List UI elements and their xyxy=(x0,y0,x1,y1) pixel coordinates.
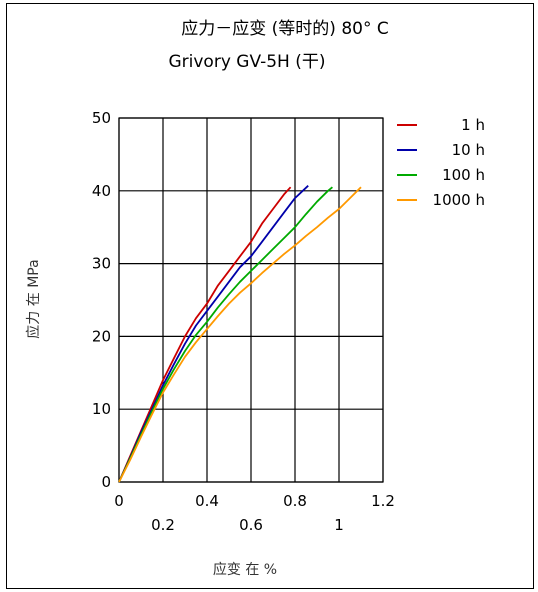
legend-label: 1 h xyxy=(461,116,485,134)
x-tick-label: 0.8 xyxy=(283,492,307,510)
tick-labels: 0 10 20 30 40 50 0 0.4 0.8 1.2 0.2 0.6 1 xyxy=(92,109,395,534)
y-tick-label: 0 xyxy=(101,473,111,491)
series-line xyxy=(118,186,362,483)
series-line xyxy=(118,185,309,483)
series-line xyxy=(118,186,333,483)
y-tick-label: 30 xyxy=(92,255,111,273)
x-tick-label: 1.2 xyxy=(371,492,395,510)
x-tick-label: 0.4 xyxy=(195,492,219,510)
legend-label: 1000 h xyxy=(433,191,485,209)
x-axis-label: 应变 在 % xyxy=(213,561,277,578)
x-tick-label: 0.2 xyxy=(151,516,175,534)
x-tick-label: 0.6 xyxy=(239,516,263,534)
y-tick-label: 40 xyxy=(92,182,111,200)
chart-frame: 应力－应变 (等时的) 80° C Grivory GV-5H (干) 0 10 2… xyxy=(6,3,534,589)
grid xyxy=(118,117,384,483)
x-tick-label: 1 xyxy=(334,516,344,534)
chart-subtitle: Grivory GV-5H (干) xyxy=(168,52,325,72)
y-tick-label: 20 xyxy=(92,327,111,345)
y-axis-label: 应力 在 MPa xyxy=(25,259,42,338)
chart-title: 应力－应变 (等时的) 80° C xyxy=(181,19,388,39)
series-group xyxy=(118,185,362,483)
y-tick-label: 50 xyxy=(92,109,111,127)
x-tick-label: 0 xyxy=(114,492,124,510)
plot-border xyxy=(118,117,384,483)
series-line xyxy=(118,186,292,483)
chart: 应力－应变 (等时的) 80° C Grivory GV-5H (干) 0102… xyxy=(25,19,485,578)
y-tick-label: 10 xyxy=(92,400,111,418)
legend-label: 10 h xyxy=(452,141,485,159)
legend: 1 h 10 h 100 h 1000 h xyxy=(397,116,485,209)
legend-label: 100 h xyxy=(442,166,485,184)
